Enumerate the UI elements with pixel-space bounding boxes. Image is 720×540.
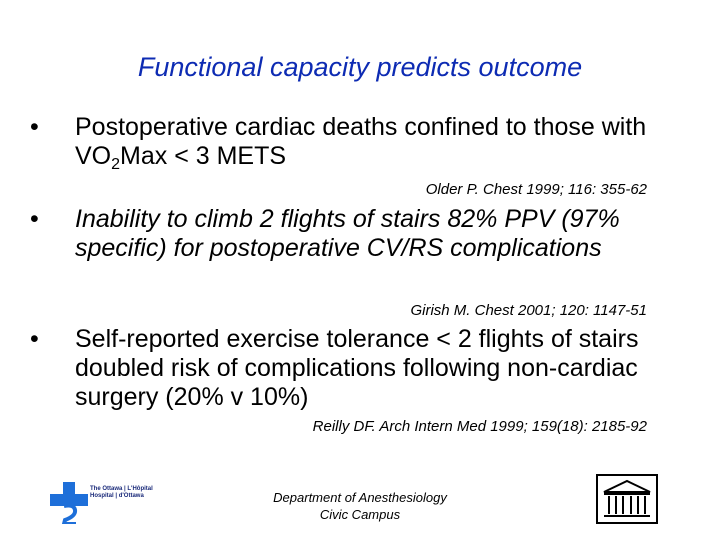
citation-1: Older P. Chest 1999; 116: 355-62: [425, 181, 647, 198]
bullet-text: Self-reported exercise tolerance < 2 fli…: [75, 325, 639, 411]
bullet-2: • Inability to climb 2 flights of stairs…: [30, 205, 670, 263]
bullet-symbol: •: [30, 113, 39, 141]
bullet-symbol: •: [30, 205, 39, 233]
university-building-logo: [596, 474, 658, 524]
footer: Department of Anesthesiology Civic Campu…: [0, 489, 720, 523]
bullet-symbol: •: [30, 325, 39, 353]
bullet-3: • Self-reported exercise tolerance < 2 f…: [30, 325, 670, 412]
footer-department: Department of Anesthesiology: [273, 490, 447, 505]
footer-campus: Civic Campus: [319, 507, 401, 522]
bullet-text: Postoperative cardiac deaths confined to…: [75, 113, 647, 173]
cross-logo-icon: [50, 482, 88, 526]
bullet-text: Inability to climb 2 flights of stairs 8…: [75, 205, 620, 262]
citation-3: Reilly DF. Arch Intern Med 1999; 159(18)…: [312, 418, 647, 435]
bullet-1: • Postoperative cardiac deaths confined …: [30, 113, 670, 173]
logo-text: The Ottawa | L'Hôpital Hospital | d'Otta…: [90, 486, 153, 499]
subscript: 2: [111, 156, 121, 173]
ottawa-hospital-logo: The Ottawa | L'Hôpital Hospital | d'Otta…: [50, 482, 175, 526]
building-icon: [596, 474, 658, 524]
slide-title: Functional capacity predicts outcome: [137, 52, 583, 82]
citation-2: Girish M. Chest 2001; 120: 1147-51: [410, 302, 647, 319]
